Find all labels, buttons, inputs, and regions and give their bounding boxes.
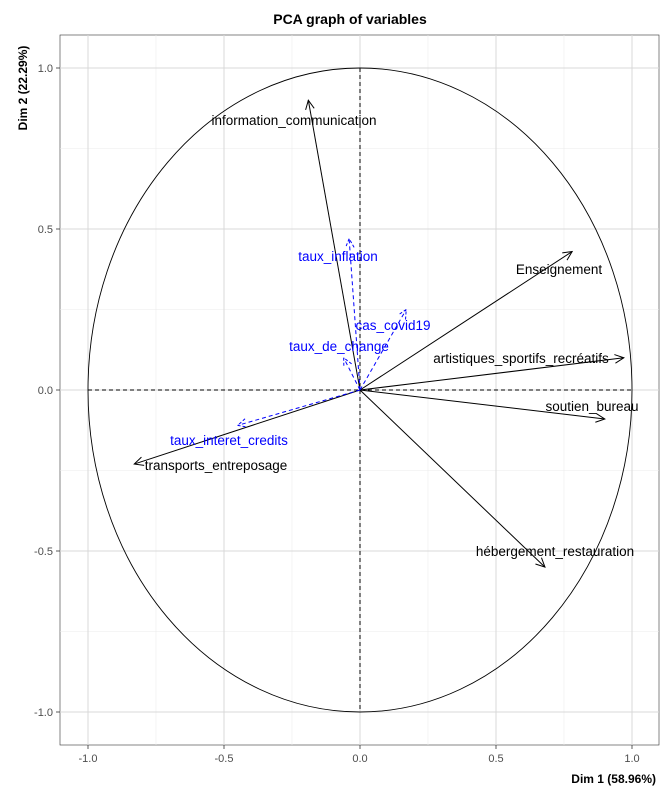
x-tick-label: 0.5 <box>488 753 503 765</box>
arrow-Enseignement <box>359 250 574 391</box>
arrow-information_communication-head <box>305 99 315 110</box>
y-axis-title: Dim 2 (22.29%) <box>16 46 30 131</box>
chart-title: PCA graph of variables <box>273 11 427 27</box>
y-tick-label: 1.0 <box>38 63 53 75</box>
label-cas_covid19: cas_covid19 <box>355 318 430 333</box>
arrow-hébergement_restauration-head <box>535 557 546 568</box>
label-taux_interet_credits: taux_interet_credits <box>170 433 288 448</box>
label-hébergement_restauration: hébergement_restauration <box>476 544 634 559</box>
arrow-hébergement_restauration <box>359 389 546 568</box>
x-tick-label: 0.0 <box>352 753 367 765</box>
arrow-taux_de_change <box>343 356 361 391</box>
label-transports_entreposage: transports_entreposage <box>145 458 288 473</box>
label-information_communication: information_communication <box>211 113 376 128</box>
arrow-transports_entreposage <box>133 389 361 466</box>
y-tick-label: 0.5 <box>38 224 53 236</box>
y-tick-label: -1.0 <box>34 707 53 719</box>
arrow-information_communication <box>305 99 361 391</box>
y-tick-label: 0.0 <box>38 385 53 397</box>
arrow-taux_interet_credits <box>236 389 361 428</box>
arrow-taux_interet_credits-head <box>236 418 248 428</box>
arrow-artistiques_sportifs_recréatifs-head <box>614 354 625 364</box>
arrow-transports_entreposage-shaft <box>134 389 361 465</box>
arrow-information_communication-shaft <box>307 100 361 391</box>
arrow-taux_inflation <box>344 237 361 391</box>
arrow-artistiques_sportifs_recréatifs-shaft <box>359 357 624 391</box>
arrow-taux_inflation-shaft <box>348 238 361 391</box>
arrow-transports_entreposage-head <box>133 456 145 466</box>
arrow-taux_de_change-shaft <box>343 357 361 391</box>
arrow-soutien_bureau-head <box>595 413 606 423</box>
variable-arrows <box>133 99 625 568</box>
y-tick-label: -0.5 <box>34 546 53 558</box>
arrow-artistiques_sportifs_recréatifs <box>359 354 625 391</box>
label-taux_inflation: taux_inflation <box>298 249 378 264</box>
arrow-taux_inflation-head <box>344 237 355 249</box>
arrow-hébergement_restauration-shaft <box>359 389 546 568</box>
arrow-taux_interet_credits-shaft <box>237 389 361 426</box>
label-artistiques_sportifs_recréatifs: artistiques_sportifs_recréatifs <box>433 351 609 366</box>
x-tick-label: -1.0 <box>79 753 98 765</box>
x-tick-label: 1.0 <box>624 753 639 765</box>
arrow-cas_covid19-shaft <box>359 309 407 391</box>
label-soutien_bureau: soutien_bureau <box>545 399 638 414</box>
x-axis-title: Dim 1 (58.96%) <box>571 772 656 786</box>
arrow-soutien_bureau <box>359 389 606 423</box>
arrow-Enseignement-shaft <box>359 251 573 391</box>
label-taux_de_change: taux_de_change <box>289 339 389 354</box>
x-tick-label: -0.5 <box>215 753 234 765</box>
axis-ticks: -1.0 -0.5 0.0 0.5 1.0 -1.0 -0.5 0.0 0.5 1.0 <box>34 63 640 765</box>
arrow-cas_covid19 <box>359 308 407 391</box>
arrow-taux_de_change-head <box>343 356 352 368</box>
label-Enseignement: Enseignement <box>516 262 603 277</box>
variable-labels: information_communication Enseignement art… <box>145 113 639 559</box>
arrow-cas_covid19-head <box>397 308 407 320</box>
arrow-Enseignement-head <box>562 250 574 261</box>
arrow-soutien_bureau-shaft <box>359 389 605 420</box>
